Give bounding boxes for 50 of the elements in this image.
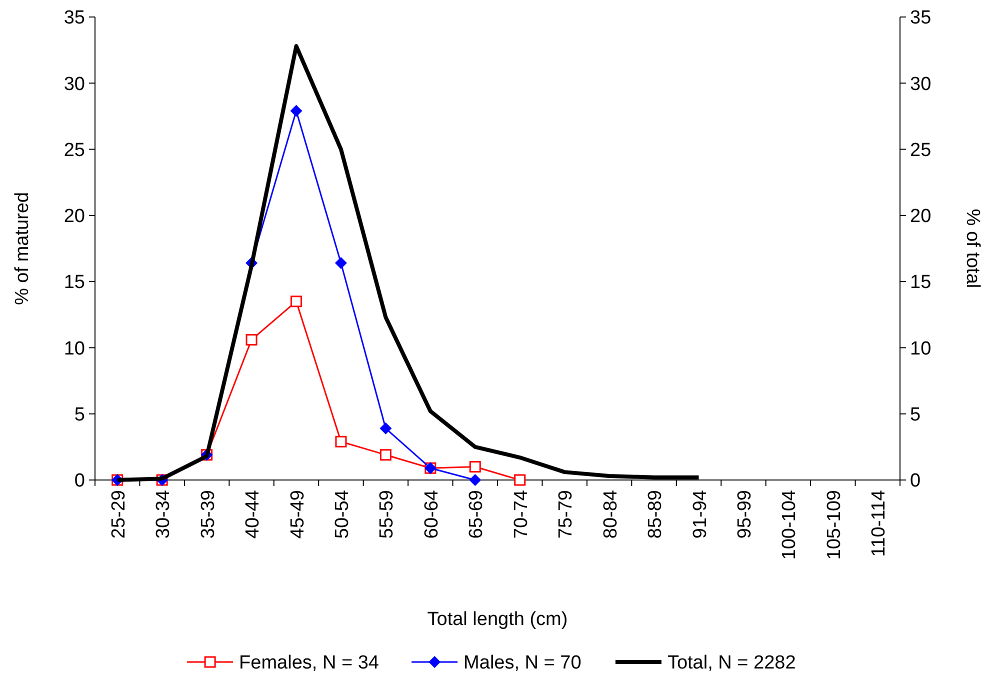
point (514, 474, 526, 486)
y-tick-label: 35 (64, 8, 85, 29)
x-axis-title: Total length (cm) (427, 609, 568, 630)
point (469, 474, 482, 486)
x-tick-label: 80-84 (600, 490, 622, 539)
x-tick-label: 50-54 (332, 490, 353, 539)
y-axis-title: % of matured (12, 192, 33, 305)
point (246, 334, 258, 346)
point (290, 296, 302, 308)
x-tick-label: 100-104 (779, 490, 800, 560)
x-tick-label: 75-79 (556, 490, 577, 539)
y-tick-label: 20 (64, 206, 85, 228)
legend-label: Total, N = 2282 (667, 652, 796, 674)
y-tick-label: 25 (64, 140, 85, 161)
y2-tick-label: 10 (910, 338, 932, 360)
x-tick-label: 110-114 (868, 490, 890, 557)
x-tick-label: 85-89 (645, 490, 666, 539)
x-tick-label: 105-109 (824, 490, 845, 560)
point (290, 104, 302, 117)
y-tick-label: 30 (64, 74, 85, 95)
x-tick-label: 70-74 (510, 490, 532, 539)
y2-tick-label: 5 (910, 404, 921, 426)
point (380, 422, 392, 434)
y-tick-label: 0 (74, 470, 85, 492)
point (335, 436, 347, 448)
legend-label: Males, N = 70 (464, 652, 582, 674)
x-tick-label: 25-29 (108, 490, 130, 539)
y2-tick-label: 35 (910, 8, 932, 29)
y-tick-label: 15 (64, 272, 85, 294)
x-tick-label: 65-69 (466, 490, 488, 539)
x-tick-label: 55-59 (376, 490, 398, 539)
point (380, 449, 392, 461)
point (334, 257, 347, 270)
y2-tick-label: 0 (910, 470, 921, 492)
legend-label: Females, N = 34 (239, 652, 380, 674)
x-tick-label: 45-49 (287, 490, 308, 539)
point (469, 461, 481, 473)
y-tick-label: 5 (74, 404, 85, 426)
y-tick-label: 10 (64, 338, 85, 360)
x-tick-label: 35-39 (198, 490, 219, 539)
x-tick-label: 91-94 (690, 490, 711, 539)
y2-tick-label: 25 (910, 140, 932, 161)
x-tick-label: 95-99 (734, 490, 756, 539)
y2-tick-label: 15 (910, 272, 932, 294)
y2-tick-label: 30 (910, 74, 932, 95)
x-tick-label: 40-44 (242, 490, 264, 539)
x-tick-label: 30-34 (153, 490, 174, 539)
x-tick-label: 60-64 (421, 490, 442, 539)
y2-tick-label: 20 (910, 206, 932, 228)
y2-axis-title: % of total (962, 208, 983, 288)
